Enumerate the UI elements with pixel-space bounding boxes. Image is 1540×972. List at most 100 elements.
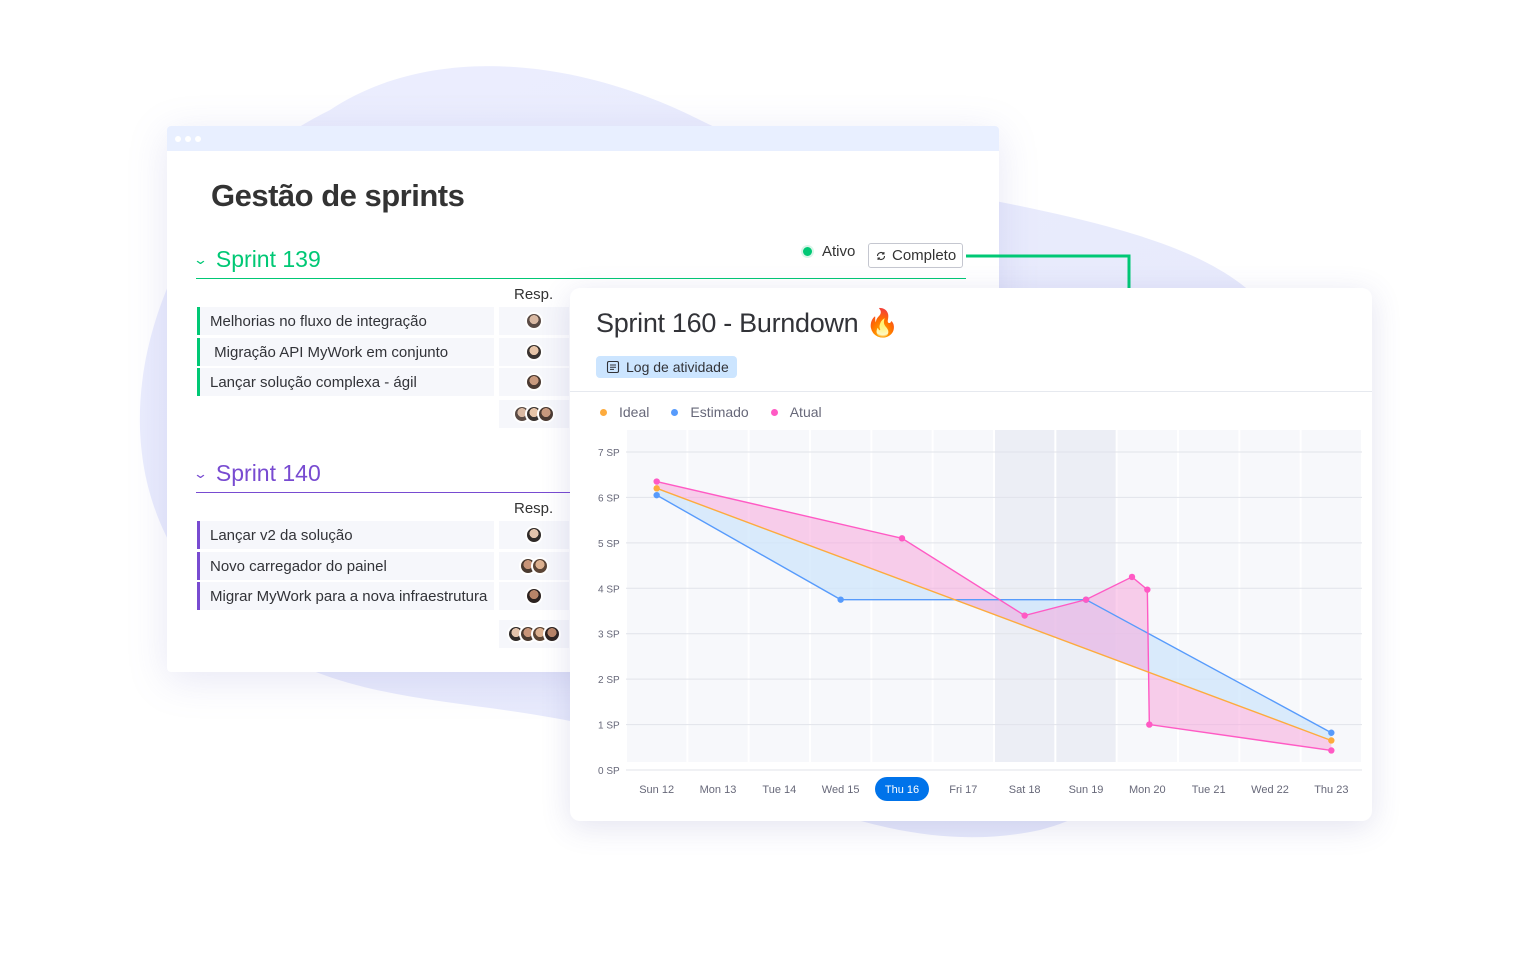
point-atual [1082,596,1090,603]
point-estimado [837,596,844,603]
item-row[interactable]: Melhorias no fluxo de integração [197,307,494,335]
person-summary-cell[interactable] [499,400,569,428]
activity-log-button[interactable]: Log de atividade [596,356,737,378]
person-cell[interactable] [499,582,569,610]
series-line-ideal [656,487,1332,742]
point-ideal [653,485,660,492]
actual-area [656,481,1332,751]
y-tick-label: 4 SP [598,584,620,595]
burndown-card: Sprint 160 - Burndown 🔥 Log de atividade… [570,288,1372,821]
point-atual [653,478,660,485]
avatar [525,312,543,330]
x-tick-label: Sun 19 [1069,784,1104,796]
group-divider [196,492,596,493]
list-icon [606,360,620,374]
person-cell[interactable] [499,521,569,549]
item-row[interactable]: Migrar MyWork para a nova infraestrutura [197,582,494,610]
x-tick-label: Tue 14 [762,784,796,796]
x-tick-label: Thu 16 [885,784,919,796]
person-summary-cell[interactable] [499,620,569,648]
window-dot [185,135,191,142]
board-title: Gestão de sprints [211,178,465,213]
legend-dot-icon [770,408,778,416]
y-tick-label: 2 SP [598,675,620,686]
x-tick-label: Wed 22 [1251,784,1289,796]
person-cell[interactable] [499,338,569,366]
series-line-atual [656,480,1332,752]
legend-dot-icon [600,408,607,416]
burndown-chart: 7 SP 6 SP 5 SP 4 SP 3 SP 2 SP 1 SP 0 SP Sun 12 Mo… [598,430,1362,801]
point-atual [1146,721,1153,728]
point-atual [1021,612,1028,619]
item-row[interactable]: Lançar solução complexa - ágil [197,368,494,396]
fire-icon: 🔥 [865,308,900,338]
y-tick-label: 3 SP [598,630,620,641]
x-tick-highlight [875,777,929,801]
y-tick-label: 7 SP [598,448,620,459]
avatar [537,405,555,423]
chevron-down-icon[interactable]: ⌄ [192,251,209,267]
point-atual [1128,573,1136,581]
series-line-estimado [656,494,1332,734]
legend-label: Ideal [619,404,650,420]
card-title-text: Sprint 160 - Burndown [596,308,859,338]
legend-item-ideal: Ideal [600,404,649,420]
group-divider [196,278,966,279]
item-row[interactable]: Migração API MyWork em conjunto [197,338,494,366]
avatar [525,526,543,544]
avatar [531,557,549,575]
person-cell[interactable] [499,552,569,580]
status-active-label: Ativo [822,243,856,260]
item-label: Lançar v2 da solução [210,526,353,544]
item-label: Lançar solução complexa - ágil [210,373,417,391]
chevron-down-icon[interactable]: ⌄ [192,465,209,481]
window-dot [195,135,201,142]
chart-legend: Ideal Estimado Atual [600,404,822,420]
item-row[interactable]: Lançar v2 da solução [197,521,494,549]
item-row[interactable]: Novo carregador do painel [197,552,494,580]
status-active[interactable]: Ativo [803,243,855,260]
x-tick-label: Sat 18 [1009,784,1041,796]
group-sprint-139-header[interactable]: ⌄ Sprint 139 [192,246,321,273]
point-atual [898,535,906,542]
avatar [525,373,543,391]
legend-item-atual: Atual [770,404,822,420]
window-dot [175,135,181,142]
avatar [525,343,543,361]
x-tick-label: Mon 13 [700,784,737,796]
column-header-resp: Resp. [514,286,554,303]
item-label: Novo carregador do painel [210,557,387,575]
legend-label: Atual [789,404,822,420]
card-divider [570,391,1372,392]
activity-log-label: Log de atividade [626,359,729,375]
legend-dot-icon [671,408,679,416]
x-tick-label: Mon 20 [1129,784,1166,796]
group-name: Sprint 140 [215,460,321,486]
y-tick-label: 5 SP [598,539,620,550]
person-cell[interactable] [499,368,569,396]
person-cell[interactable] [499,307,569,335]
item-label: Migração API MyWork em conjunto [210,343,449,361]
point-estimado [1328,729,1335,736]
item-label: Melhorias no fluxo de integração [210,312,427,330]
day-column [688,430,748,762]
x-tick-label: Thu 23 [1314,784,1348,796]
cycle-icon [876,251,886,260]
legend-item-estimado: Estimado [671,404,749,420]
point-ideal [1328,737,1335,744]
x-tick-label: Wed 15 [822,784,860,796]
legend-label: Estimado [690,404,749,420]
day-column [1301,430,1361,762]
card-title: Sprint 160 - Burndown 🔥 [596,307,899,339]
status-complete-label: Completo [892,247,957,264]
item-label: Migrar MyWork para a nova infraestrutura [210,587,488,605]
status-complete-button[interactable]: Completo [868,243,964,268]
avatar [543,625,561,643]
x-tick-label: Tue 21 [1192,784,1226,796]
y-tick-label: 1 SP [598,721,620,732]
group-name: Sprint 139 [215,246,321,272]
point-atual [1144,586,1151,593]
point-atual [1328,747,1335,754]
group-sprint-140-header[interactable]: ⌄ Sprint 140 [192,460,321,487]
